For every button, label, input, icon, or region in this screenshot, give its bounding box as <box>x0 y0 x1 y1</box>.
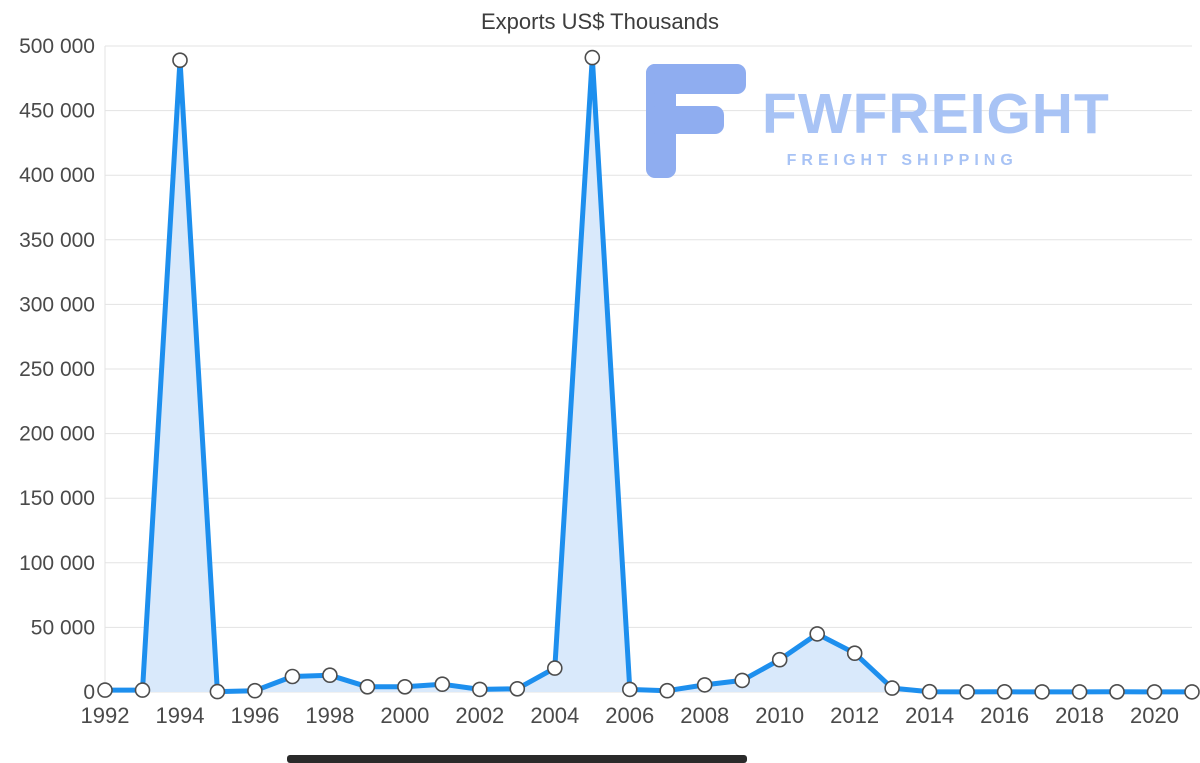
x-tick-label: 1996 <box>230 703 279 728</box>
data-point-marker <box>397 678 413 695</box>
y-tick-label: 450 000 <box>19 100 95 123</box>
x-tick-label: 2018 <box>1055 703 1104 728</box>
data-point-marker <box>247 682 263 699</box>
data-point-marker <box>134 682 151 698</box>
watermark-brand: FWFREIGHT <box>762 82 1110 146</box>
data-point-marker <box>322 667 338 684</box>
bottom-bar <box>287 755 747 763</box>
data-point-marker <box>696 677 713 693</box>
watermark-text: FWFREIGHT FREIGHT SHIPPING <box>762 64 1110 170</box>
y-tick-label: 50 000 <box>31 616 95 639</box>
y-tick-label: 0 <box>83 681 95 704</box>
data-point-marker <box>509 680 526 697</box>
data-point-marker <box>284 668 301 685</box>
data-point-marker <box>546 660 563 676</box>
data-point-marker <box>846 645 863 662</box>
data-point-marker <box>471 681 488 698</box>
y-tick-label: 350 000 <box>19 229 95 252</box>
data-point-marker <box>97 682 113 698</box>
watermark-tagline: FREIGHT SHIPPING <box>786 152 1018 169</box>
data-point-marker <box>1184 684 1200 700</box>
y-tick-label: 200 000 <box>19 423 95 446</box>
data-point-marker <box>996 683 1013 700</box>
x-tick-label: 2008 <box>680 703 729 728</box>
data-point-marker <box>172 52 188 69</box>
data-point-marker <box>1109 683 1125 700</box>
y-tick-label: 250 000 <box>19 358 95 381</box>
x-tick-label: 1992 <box>81 703 130 728</box>
data-point-marker <box>621 681 638 698</box>
data-point-marker <box>1146 684 1163 700</box>
x-tick-label: 2010 <box>755 703 804 728</box>
x-tick-label: 2012 <box>830 703 879 728</box>
data-point-marker <box>734 672 751 689</box>
data-point-marker <box>1071 684 1088 700</box>
x-tick-label: 2004 <box>530 703 579 728</box>
data-point-marker <box>771 651 788 668</box>
watermark: FWFREIGHT FREIGHT SHIPPING <box>646 64 1110 178</box>
data-point-marker <box>959 684 975 700</box>
logo-bar-top <box>646 64 746 94</box>
y-tick-label: 300 000 <box>19 293 95 316</box>
y-tick-label: 500 000 <box>19 35 95 58</box>
x-tick-label: 1998 <box>305 703 354 728</box>
y-tick-label: 400 000 <box>19 164 95 187</box>
y-tick-label: 100 000 <box>19 552 95 575</box>
data-point-marker <box>434 676 451 693</box>
x-tick-label: 2000 <box>380 703 429 728</box>
x-tick-label: 1994 <box>155 703 204 728</box>
data-point-marker <box>884 680 900 696</box>
data-point-marker <box>584 49 601 66</box>
y-tick-label: 150 000 <box>19 487 95 510</box>
data-point-marker <box>359 678 376 695</box>
data-point-marker <box>809 626 826 642</box>
data-point-marker <box>659 682 676 699</box>
fwfreight-logo-icon <box>646 64 746 178</box>
data-point-marker <box>921 683 938 700</box>
x-tick-label: 2016 <box>980 703 1029 728</box>
x-tick-label: 2002 <box>455 703 504 728</box>
x-tick-label: 2006 <box>605 703 654 728</box>
data-point-marker <box>209 683 226 700</box>
chart-title: Exports US$ Thousands <box>480 9 720 34</box>
x-tick-label: 2014 <box>905 703 954 728</box>
x-tick-label: 2020 <box>1130 703 1179 728</box>
data-point-marker <box>1034 684 1050 700</box>
logo-bar-middle <box>646 106 724 134</box>
